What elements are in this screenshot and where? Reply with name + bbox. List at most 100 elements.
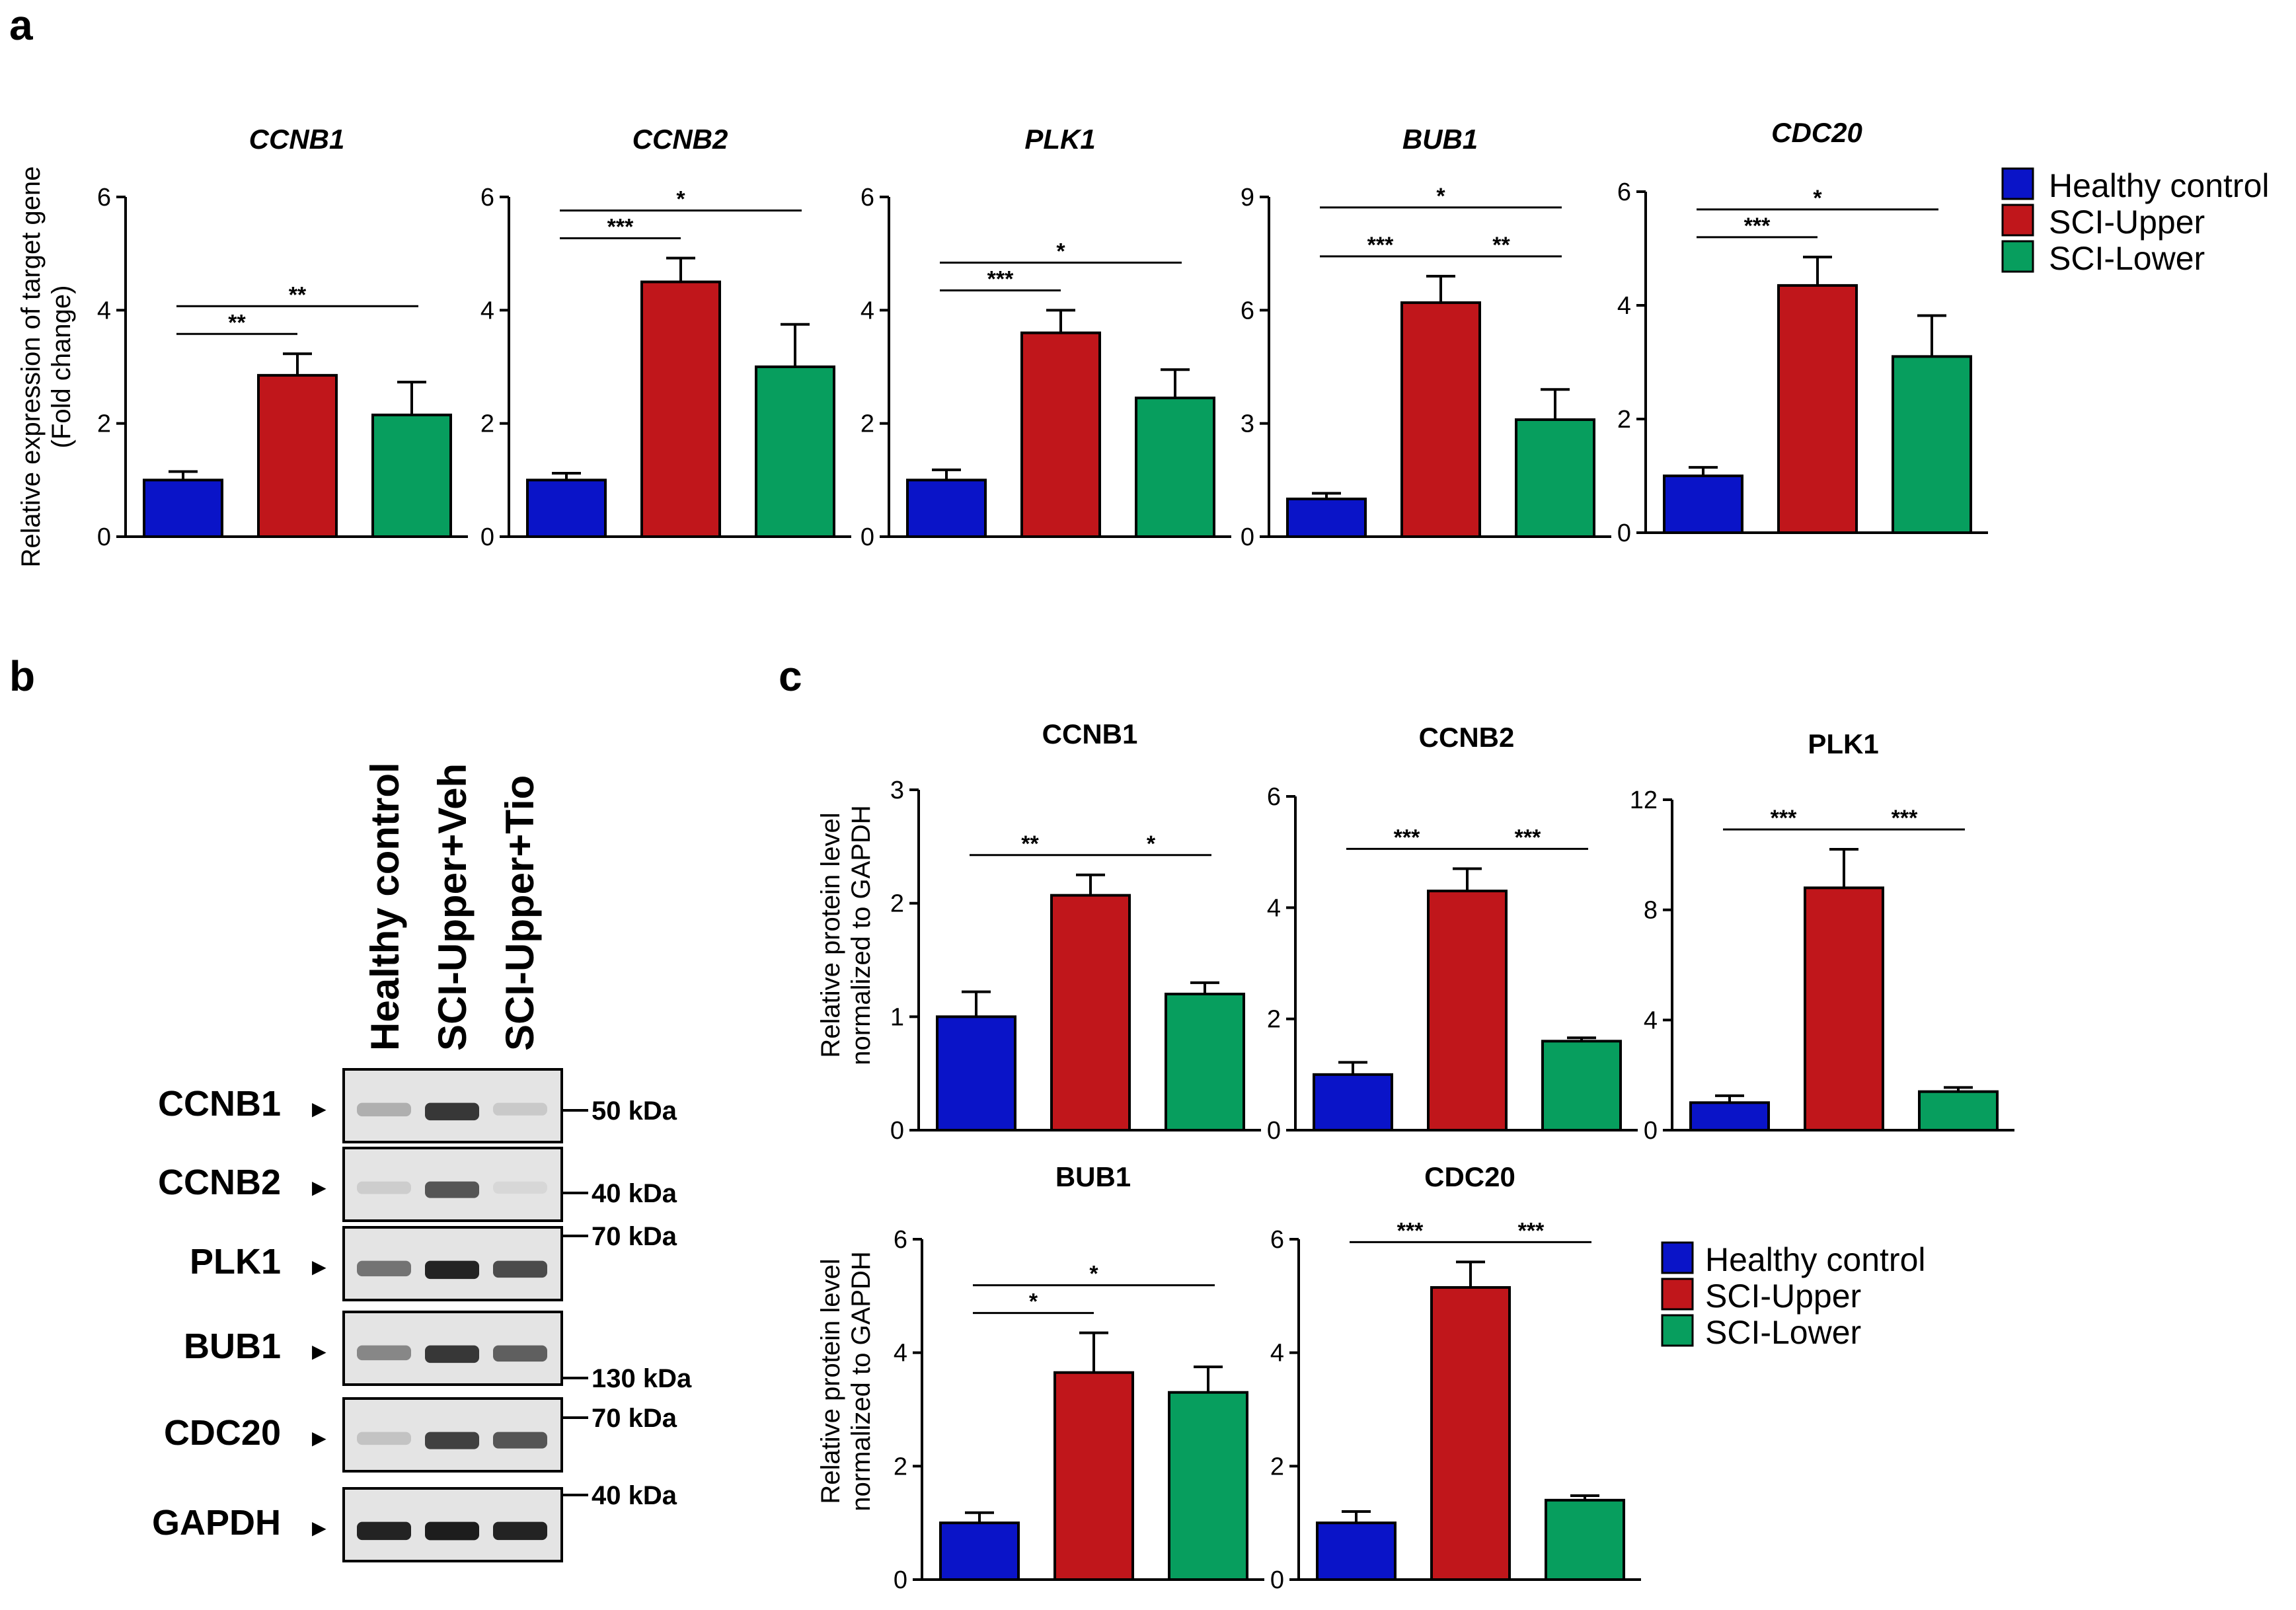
blot-band — [357, 1432, 411, 1445]
y-tick-label: 0 — [97, 523, 111, 551]
blot-band — [357, 1181, 411, 1194]
y-tick-label: 2 — [1617, 406, 1631, 434]
bar-lower — [755, 365, 835, 538]
arrowhead-icon: ► — [307, 1424, 331, 1451]
legend-a-label-upper: SCI-Upper — [2049, 204, 2205, 241]
significance-label: *** — [1518, 1218, 1545, 1243]
legend-c-swatch-lower — [1661, 1314, 1694, 1347]
y-tick-label: 2 — [890, 890, 904, 918]
lane-label-healthy: Healthy control — [363, 762, 407, 1051]
arrowhead-icon: ► — [307, 1095, 331, 1122]
chart-title: BUB1 — [1055, 1161, 1131, 1192]
significance-label: *** — [1394, 825, 1420, 850]
marker-label: 70 kDa — [592, 1404, 677, 1433]
significance-label: *** — [1771, 806, 1797, 831]
y-tick-label: 6 — [480, 184, 494, 211]
marker-label: 40 kDa — [592, 1481, 677, 1510]
bar-healthy — [1286, 497, 1367, 539]
y-tick-label: 6 — [1267, 783, 1281, 811]
blot-band — [493, 1260, 547, 1278]
y-tick-label: 9 — [1241, 184, 1254, 211]
y-tick-label: 8 — [1644, 897, 1658, 925]
panel-label-b: b — [9, 652, 35, 700]
y-tick-label: 2 — [97, 410, 111, 438]
blot-band — [357, 1521, 411, 1541]
significance-label: ** — [289, 282, 307, 307]
chart-c-ccnb2: CCNB2 0 2 4 6 *** *** — [1267, 722, 1638, 1145]
y-tick-label: 2 — [1267, 1006, 1281, 1034]
significance-label: * — [1813, 186, 1822, 211]
bar-upper — [1777, 284, 1858, 534]
y-tick-label: 6 — [1617, 178, 1631, 206]
legend-a-swatch-lower — [2001, 240, 2034, 273]
bar-healthy — [1689, 1101, 1770, 1132]
bar-upper — [1020, 331, 1101, 538]
y-tick-label: 0 — [1270, 1566, 1284, 1594]
blot-band — [493, 1345, 547, 1362]
blot-band — [357, 1102, 411, 1117]
marker-label: 40 kDa — [592, 1179, 677, 1208]
legend-c-swatch-healthy — [1661, 1241, 1694, 1274]
chart-title: PLK1 — [1808, 728, 1878, 759]
blot-row-label: CCNB2 — [158, 1163, 281, 1202]
chart-title: CCNB1 — [1042, 718, 1138, 749]
blot-band — [493, 1102, 547, 1116]
y-axis-label: Relative expression of target gene(Fold … — [17, 166, 76, 567]
blot-band — [425, 1102, 479, 1121]
y-tick-label: 2 — [861, 410, 874, 438]
legend-c-label-lower: SCI-Lower — [1705, 1314, 1861, 1351]
y-tick-label: 2 — [480, 410, 494, 438]
y-tick-label: 0 — [890, 1117, 904, 1145]
y-tick-label: 0 — [861, 523, 874, 551]
legend-a: Healthy control SCI-Upper SCI-Lower — [2001, 167, 2270, 277]
y-tick-label: 0 — [1644, 1117, 1658, 1145]
chart-title: CDC20 — [1771, 117, 1862, 148]
blot-band — [493, 1521, 547, 1541]
bar-lower — [1541, 1040, 1622, 1132]
blot-row-label: GAPDH — [152, 1503, 281, 1543]
bar-healthy — [936, 1015, 1016, 1132]
y-tick-label: 12 — [1630, 786, 1658, 814]
legend-c: Healthy control SCI-Upper SCI-Lower — [1661, 1241, 1926, 1351]
blot-rows: CCNB1 ► CCNB2 ► PLK1 ► BUB1 ► CDC20 ► GAPDH ► 50 kDa… — [152, 1068, 692, 1562]
bar-upper — [1427, 890, 1508, 1132]
significance-label: * — [1089, 1262, 1098, 1287]
legend-a-swatch-healthy — [2001, 167, 2034, 200]
blot-row-label: PLK1 — [190, 1242, 281, 1282]
bar-healthy — [1313, 1073, 1393, 1132]
y-tick-label: 1 — [890, 1003, 904, 1031]
chart-title: BUB1 — [1402, 124, 1478, 155]
significance-label: *** — [1892, 806, 1918, 831]
bar-healthy — [143, 479, 223, 538]
bar-lower — [371, 413, 452, 538]
y-tick-label: 0 — [1241, 523, 1254, 551]
blot-band — [425, 1345, 479, 1363]
significance-label: *** — [1744, 213, 1771, 239]
y-tick-label: 4 — [1270, 1340, 1284, 1367]
blot-band — [357, 1345, 411, 1361]
chart-title: CCNB1 — [249, 124, 345, 155]
bar-upper — [1050, 894, 1131, 1132]
panel-label-a: a — [9, 1, 33, 49]
significance-label: * — [1029, 1289, 1038, 1315]
panel-label-c: c — [779, 652, 802, 700]
bar-upper — [1430, 1285, 1511, 1582]
y-tick-label: 3 — [890, 777, 904, 804]
y-tick-label: 4 — [861, 297, 874, 325]
arrowhead-icon: ► — [307, 1514, 331, 1541]
chart-c-bub1: BUB1 0 2 4 6 * * Relative protein levelnormaliz… — [816, 1161, 1264, 1594]
blot-row-label: BUB1 — [184, 1326, 281, 1366]
bar-upper — [257, 373, 338, 538]
chart-title: PLK1 — [1024, 124, 1095, 155]
significance-label: * — [1147, 831, 1156, 857]
legend-a-swatch-upper — [2001, 204, 2034, 237]
chart-title: CCNB2 — [1419, 722, 1515, 753]
y-tick-label: 6 — [894, 1226, 907, 1254]
arrowhead-icon: ► — [307, 1174, 331, 1201]
western-blot: Healthy control SCI-Upper+Veh SCI-Upper+… — [152, 762, 692, 1562]
blot-band — [425, 1181, 479, 1198]
legend-c-swatch-upper — [1661, 1278, 1694, 1311]
